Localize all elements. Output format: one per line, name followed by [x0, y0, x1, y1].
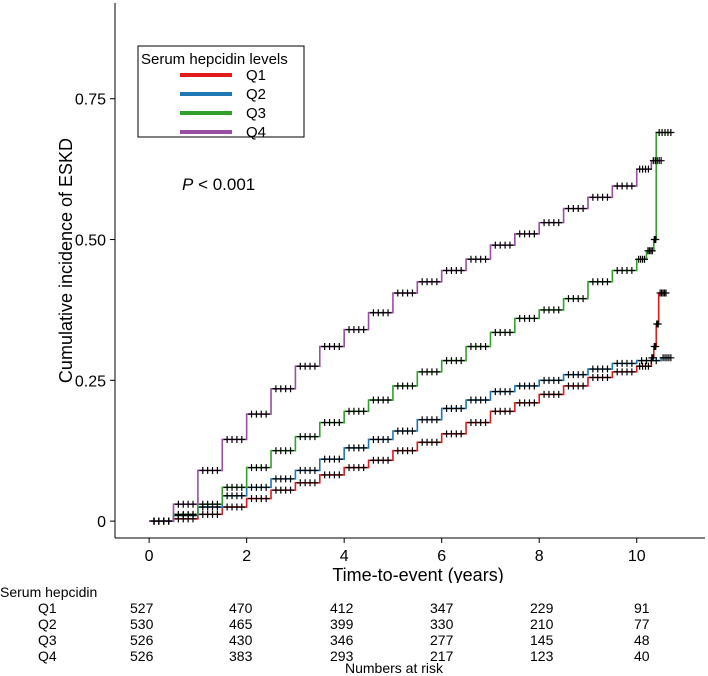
risk-count: 40 — [634, 648, 650, 664]
risk-count: 412 — [330, 600, 354, 616]
legend-label-q1: Q1 — [246, 67, 266, 84]
y-tick-label: 0.75 — [75, 92, 106, 109]
risk-count: 145 — [530, 632, 554, 648]
risk-count: 526 — [130, 632, 154, 648]
risk-count: 123 — [530, 648, 554, 664]
risk-count: 293 — [330, 648, 354, 664]
x-tick-label: 8 — [535, 548, 544, 565]
y-tick-label: 0 — [97, 514, 106, 531]
legend-label-q2: Q2 — [246, 86, 266, 103]
cumulative-incidence-chart: 0 2 4 6 8 10 0 0.25 0.50 0.75 Time-to-event (years… — [56, 3, 705, 583]
risk-row-label: Q2 — [38, 616, 57, 632]
x-axis-label: Time-to-event (years) — [332, 565, 503, 583]
censor-marks-q1 — [150, 289, 670, 525]
risk-table-caption: Numbers at risk — [345, 660, 444, 676]
legend-box — [137, 45, 305, 138]
y-axis-label: Cumulative incidence of ESKD — [56, 138, 76, 383]
x-tick-label: 0 — [145, 548, 154, 565]
risk-table-header: Serum hepcidin — [0, 584, 98, 600]
censor-marks-q4 — [150, 157, 665, 525]
risk-count: 530 — [130, 616, 154, 632]
legend-title: Serum hepcidin levels — [141, 51, 288, 68]
p-value-annotation: P < 0.001 — [182, 175, 255, 194]
risk-count: 77 — [634, 616, 650, 632]
risk-count: 527 — [130, 600, 154, 616]
risk-table: Serum hepcidin Q1 Q2 Q3 Q4 527 470 412 3… — [0, 583, 708, 676]
risk-count: 383 — [229, 648, 253, 664]
series-line-q3 — [149, 131, 671, 522]
risk-count: 48 — [634, 632, 650, 648]
risk-count: 330 — [430, 616, 454, 632]
legend-label-q3: Q3 — [246, 105, 266, 122]
risk-count: 465 — [229, 616, 253, 632]
y-tick-label: 0.25 — [75, 373, 106, 390]
risk-row-label: Q4 — [38, 648, 57, 664]
risk-count: 430 — [229, 632, 253, 648]
x-tick-label: 6 — [437, 548, 446, 565]
risk-count: 347 — [430, 600, 454, 616]
x-tick-label: 4 — [340, 548, 349, 565]
risk-count: 526 — [130, 648, 154, 664]
series-line-q4 — [149, 159, 662, 522]
risk-count: 399 — [330, 616, 354, 632]
x-tick-label: 10 — [628, 548, 646, 565]
x-tick-label: 2 — [242, 548, 251, 565]
legend-label-q4: Q4 — [246, 124, 266, 141]
risk-row-label: Q3 — [38, 632, 57, 648]
risk-count: 470 — [229, 600, 253, 616]
risk-row-label: Q1 — [38, 600, 57, 616]
risk-count: 210 — [530, 616, 554, 632]
risk-count: 346 — [330, 632, 354, 648]
risk-count: 91 — [634, 600, 650, 616]
series-line-q2 — [149, 356, 671, 522]
risk-count: 217 — [430, 648, 454, 664]
y-tick-label: 0.50 — [75, 233, 106, 250]
risk-count: 277 — [430, 632, 454, 648]
risk-count: 229 — [530, 600, 554, 616]
